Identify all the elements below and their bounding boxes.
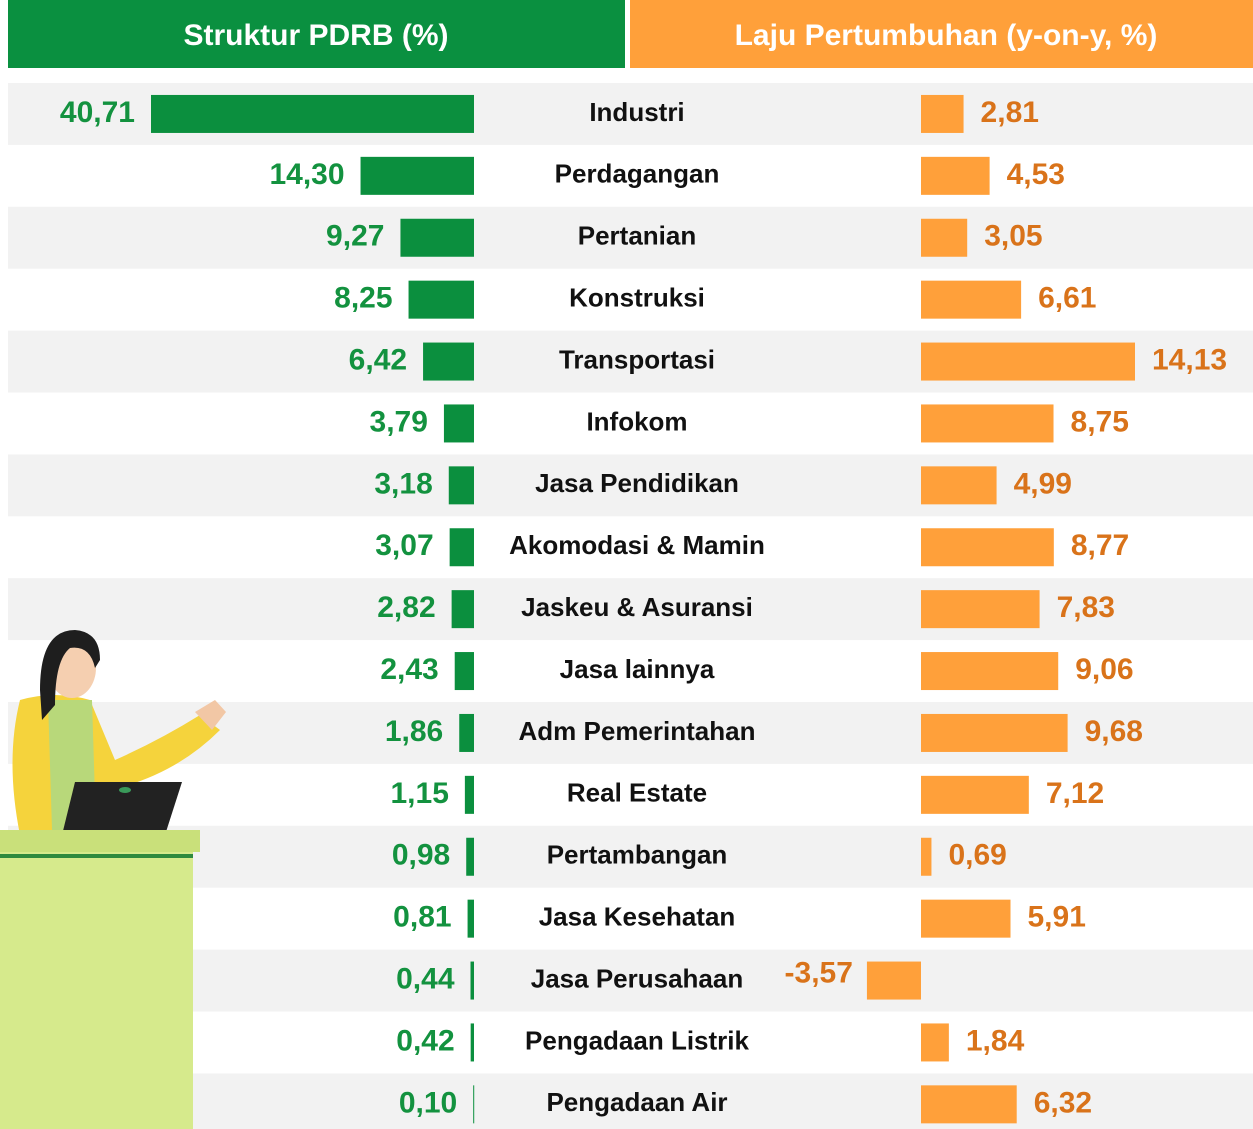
- value-label: 9,68: [1085, 715, 1143, 748]
- bar: [921, 838, 931, 876]
- value-label: 6,61: [1038, 282, 1096, 315]
- bar: [444, 404, 474, 442]
- category-label: Pengadaan Air: [546, 1087, 727, 1117]
- bar: [450, 528, 474, 566]
- header-title: Laju Pertumbuhan (y-on-y, %): [735, 19, 1158, 52]
- bar: [921, 157, 990, 195]
- category-label: Industri: [589, 97, 684, 127]
- category-label: Jasa Perusahaan: [531, 963, 743, 993]
- value-label: 2,82: [377, 591, 435, 624]
- value-label: 2,81: [981, 96, 1039, 129]
- value-label: 14,13: [1152, 343, 1227, 376]
- value-label: 14,30: [269, 158, 344, 191]
- bar: [921, 1023, 949, 1061]
- bar: [921, 343, 1135, 381]
- bar: [921, 95, 964, 133]
- category-label: Adm Pemerintahan: [519, 716, 756, 746]
- value-label: 2,43: [380, 653, 438, 686]
- category-label: Transportasi: [559, 344, 715, 374]
- header-title: Struktur PDRB (%): [183, 19, 448, 52]
- category-label: Pengadaan Listrik: [525, 1025, 749, 1055]
- chart: Struktur PDRB (%) Laju Pertumbuhan (y-on…: [0, 0, 1253, 1129]
- category-label: Konstruksi: [569, 283, 705, 313]
- category-label: Pertanian: [578, 221, 697, 251]
- bar: [921, 281, 1021, 319]
- value-label: 3,79: [370, 405, 428, 438]
- category-label: Infokom: [586, 406, 687, 436]
- category-label: Jasa lainnya: [560, 654, 715, 684]
- bar: [921, 404, 1054, 442]
- value-label: 1,86: [385, 715, 443, 748]
- value-label: 0,69: [948, 839, 1006, 872]
- bar: [452, 590, 474, 628]
- bar: [361, 157, 474, 195]
- value-label: 7,12: [1046, 777, 1104, 810]
- bar: [867, 962, 921, 1000]
- bar: [921, 219, 967, 257]
- category-label: Akomodasi & Mamin: [509, 530, 765, 560]
- value-label: 1,84: [966, 1024, 1025, 1057]
- bar: [921, 776, 1029, 814]
- value-label: 4,99: [1014, 467, 1072, 500]
- value-label: 1,15: [390, 777, 448, 810]
- value-label: 6,32: [1034, 1086, 1092, 1119]
- value-label: 8,75: [1071, 405, 1129, 438]
- bar: [921, 900, 1011, 938]
- value-label: 3,07: [375, 529, 433, 562]
- bar: [921, 652, 1058, 690]
- value-label: 0,44: [396, 962, 455, 995]
- bar: [449, 466, 474, 504]
- value-label: 0,81: [393, 901, 451, 934]
- value-label: 0,42: [396, 1024, 454, 1057]
- bar: [921, 1085, 1017, 1123]
- category-label: Pertambangan: [547, 840, 728, 870]
- category-label: Jasa Pendidikan: [535, 468, 739, 498]
- value-label: 7,83: [1057, 591, 1115, 624]
- value-label: 3,05: [984, 220, 1042, 253]
- value-label: 5,91: [1028, 901, 1086, 934]
- bar: [466, 838, 474, 876]
- bar: [921, 590, 1040, 628]
- bar: [471, 1023, 474, 1061]
- bar: [409, 281, 474, 319]
- category-label: Jaskeu & Asuransi: [521, 592, 753, 622]
- value-label: 0,98: [392, 839, 450, 872]
- category-label: Perdagangan: [555, 159, 720, 189]
- bar: [921, 466, 997, 504]
- category-label: Jasa Kesehatan: [539, 902, 736, 932]
- value-label: 9,06: [1075, 653, 1133, 686]
- bar: [921, 714, 1068, 752]
- value-label: 8,25: [334, 282, 392, 315]
- bar: [921, 528, 1054, 566]
- bar: [151, 95, 474, 133]
- value-label: 40,71: [60, 96, 135, 129]
- bar: [473, 1085, 474, 1123]
- value-label: 0,10: [399, 1086, 457, 1119]
- category-label: Real Estate: [567, 778, 707, 808]
- value-label: 4,53: [1007, 158, 1065, 191]
- bar: [465, 776, 474, 814]
- value-label: 9,27: [326, 220, 384, 253]
- value-label: 6,42: [349, 343, 407, 376]
- bar: [459, 714, 474, 752]
- bar: [468, 900, 474, 938]
- value-label: 8,77: [1071, 529, 1129, 562]
- bar: [471, 962, 474, 1000]
- bar: [455, 652, 474, 690]
- bar: [423, 343, 474, 381]
- bar: [400, 219, 474, 257]
- value-label: -3,57: [785, 956, 853, 989]
- value-label: 3,18: [374, 467, 432, 500]
